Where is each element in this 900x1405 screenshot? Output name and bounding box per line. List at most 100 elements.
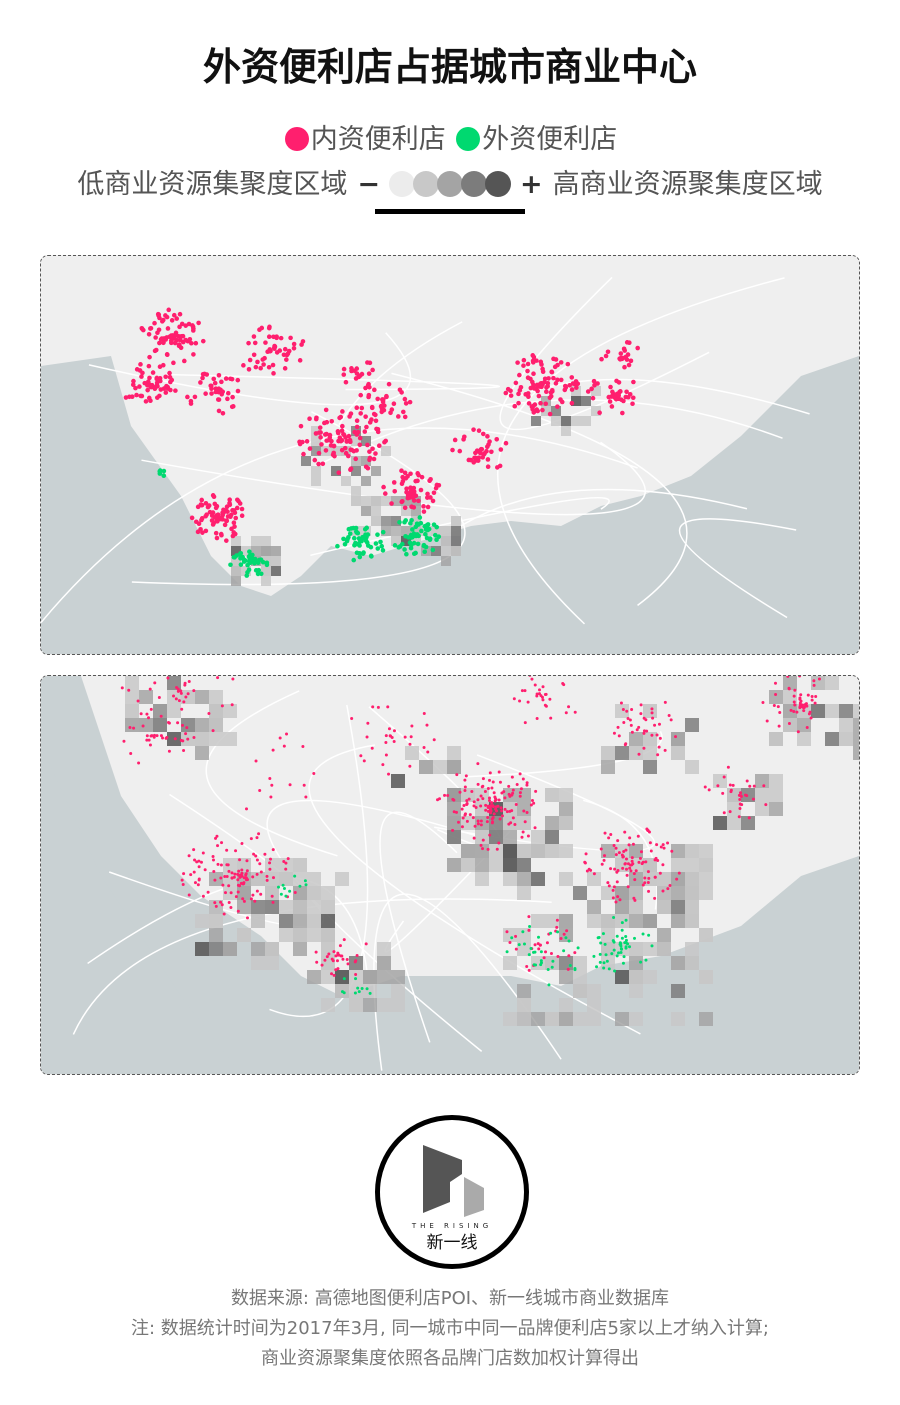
domestic-store-dot xyxy=(325,955,329,959)
density-cell xyxy=(517,998,531,1012)
density-cell xyxy=(517,872,531,886)
domestic-store-dot xyxy=(358,392,364,398)
domestic-store-dot xyxy=(517,372,522,378)
domestic-store-dot xyxy=(812,683,816,687)
domestic-store-dot xyxy=(535,388,540,394)
domestic-store-dot xyxy=(455,773,459,777)
density-cell xyxy=(447,816,461,830)
domestic-store-dot xyxy=(227,869,231,873)
domestic-store-dot xyxy=(573,951,577,955)
domestic-store-dot xyxy=(245,869,249,873)
domestic-store-dot xyxy=(187,336,193,342)
domestic-store-dot xyxy=(239,506,245,512)
density-cell xyxy=(503,956,517,970)
density-cell xyxy=(825,732,839,746)
domestic-store-dot xyxy=(189,340,194,346)
domestic-store-dot xyxy=(154,395,160,400)
domestic-store-dot xyxy=(134,367,140,372)
domestic-store-dot xyxy=(407,399,413,405)
density-cell xyxy=(265,900,279,914)
density-cell xyxy=(349,998,363,1012)
domestic-store-dot xyxy=(486,847,490,851)
foreign-store-dot xyxy=(252,560,257,566)
density-cell xyxy=(573,1012,587,1026)
domestic-store-dot xyxy=(300,339,306,344)
domestic-store-dot xyxy=(241,882,245,886)
density-legend: 低商业资源集聚度区域 − + 高商业资源聚集度区域 xyxy=(0,162,900,201)
domestic-store-dot xyxy=(206,890,210,894)
domestic-store-dot xyxy=(487,439,492,444)
domestic-store-dot xyxy=(633,898,637,902)
domestic-store-dot xyxy=(489,449,494,455)
density-cell xyxy=(381,516,391,526)
domestic-store-dot xyxy=(606,881,610,885)
domestic-store-dot xyxy=(452,798,456,802)
domestic-store-dot xyxy=(637,860,641,864)
density-cell xyxy=(531,844,545,858)
foreign-store-dot xyxy=(425,527,431,533)
foreign-store-dot xyxy=(348,526,354,531)
density-cell xyxy=(559,802,573,816)
domestic-store-dot xyxy=(355,954,359,958)
domestic-store-dot xyxy=(252,852,256,856)
domestic-store-dot xyxy=(196,883,200,887)
domestic-store-dot xyxy=(213,878,217,882)
domestic-store-dot xyxy=(176,689,180,693)
density-cell xyxy=(629,900,643,914)
foreign-store-dot xyxy=(539,959,543,963)
domestic-store-dot xyxy=(285,351,291,356)
domestic-store-dot xyxy=(269,857,273,861)
domestic-store-dot xyxy=(602,858,606,862)
domestic-store-dot xyxy=(653,875,657,879)
domestic-store-dot xyxy=(180,333,186,339)
domestic-store-dot xyxy=(530,403,536,409)
water-area xyxy=(41,386,241,654)
domestic-store-dot xyxy=(490,817,494,821)
domestic-store-dot xyxy=(335,430,341,436)
domestic-store-dot xyxy=(569,375,575,380)
domestic-store-dot xyxy=(159,336,165,341)
domestic-store-dot xyxy=(224,504,230,510)
domestic-store-dot xyxy=(661,863,665,867)
domestic-store-dot xyxy=(147,375,152,381)
density-cell xyxy=(391,526,401,536)
domestic-store-dot xyxy=(173,388,178,393)
domestic-store-dot xyxy=(245,859,249,863)
domestic-store-dot xyxy=(635,728,639,732)
domestic-store-dot xyxy=(143,399,149,404)
domestic-store-dot xyxy=(365,442,370,448)
density-cell xyxy=(371,506,381,516)
domestic-store-dot xyxy=(196,320,201,326)
domestic-store-dot xyxy=(338,944,342,948)
domestic-store-dot xyxy=(422,712,426,716)
domestic-store-dot xyxy=(636,834,640,838)
density-cell xyxy=(125,704,139,718)
domestic-store-dot xyxy=(533,943,537,947)
domestic-store-dot xyxy=(630,730,634,734)
domestic-store-dot xyxy=(514,934,518,938)
density-cell xyxy=(441,536,451,546)
domestic-store-dot xyxy=(497,770,501,774)
density-cell xyxy=(559,914,573,928)
domestic-store-dot xyxy=(235,377,241,383)
foreign-store-dot xyxy=(551,959,555,963)
density-cell xyxy=(209,914,223,928)
domestic-store-dot xyxy=(363,414,368,419)
domestic-store-dot xyxy=(658,871,662,875)
domestic-store-dot xyxy=(463,778,467,782)
domestic-store-dot xyxy=(609,404,615,409)
density-cell xyxy=(581,416,591,426)
domestic-store-dot xyxy=(356,374,362,380)
domestic-store-dot xyxy=(525,391,531,396)
domestic-store-dot xyxy=(319,442,324,447)
density-cell xyxy=(591,406,601,416)
density-cell xyxy=(237,900,251,914)
density-cell xyxy=(371,516,381,526)
domestic-store-dot xyxy=(739,794,743,798)
domestic-store-dot xyxy=(149,734,153,738)
domestic-store-dot xyxy=(510,793,514,797)
density-cell xyxy=(629,984,643,998)
domestic-store-dot xyxy=(390,735,394,739)
density-cell xyxy=(517,886,531,900)
foreign-store-dot xyxy=(598,952,602,956)
